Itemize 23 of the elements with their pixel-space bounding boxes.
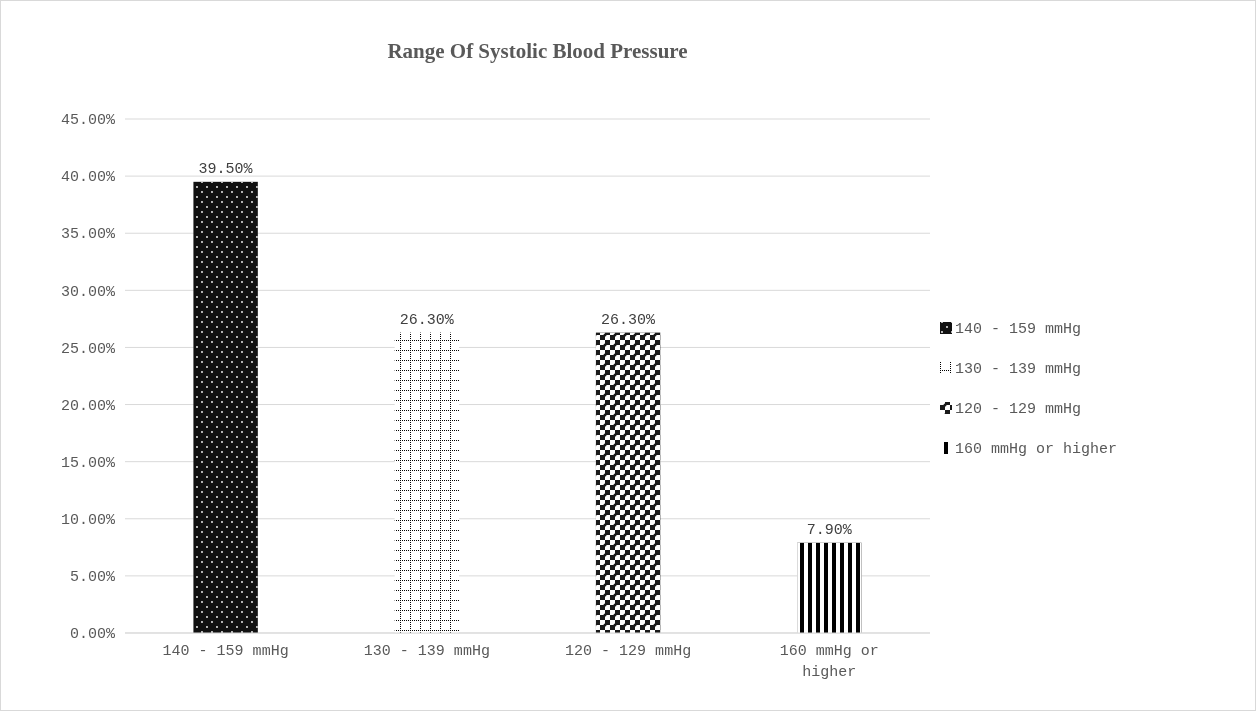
- text: 130 - 139 mmHg: [955, 361, 1082, 379]
- y-tick-label: 45.00%: [60, 112, 116, 130]
- legend-label: 160 mmHg or higher: [955, 441, 1118, 459]
- data-label: 26.30%: [601, 311, 657, 329]
- x-tick-label: 130 - 139 mmHg: [363, 643, 490, 660]
- y-tick-label: 10.00%: [60, 512, 116, 530]
- legend-label: 120 - 129 mmHg: [955, 401, 1082, 419]
- y-tick-label: 20.00%: [60, 397, 116, 415]
- chart-title: Range Of Systolic Blood Pressure: [387, 39, 688, 63]
- legend-label: 140 - 159 mmHg: [955, 321, 1082, 339]
- y-tick-label: 0.00%: [69, 626, 116, 644]
- y-tick-label: 40.00%: [60, 169, 116, 187]
- y-tick-label: 35.00%: [60, 226, 116, 244]
- y-tick-label: 30.00%: [60, 283, 116, 301]
- y-tick-label: 5.00%: [69, 569, 116, 587]
- x-tick-label: 140 - 159 mmHg: [162, 643, 289, 660]
- y-tick-label: 25.00%: [60, 340, 116, 358]
- data-label: 26.30%: [399, 311, 455, 329]
- x-tick-label: 120 - 129 mmHg: [565, 643, 692, 660]
- data-label: 7.90%: [806, 521, 853, 539]
- y-tick-label: 15.00%: [60, 454, 116, 472]
- data-label: 39.50%: [198, 160, 254, 178]
- x-tick-label: 160 mmHg or higher: [779, 643, 879, 681]
